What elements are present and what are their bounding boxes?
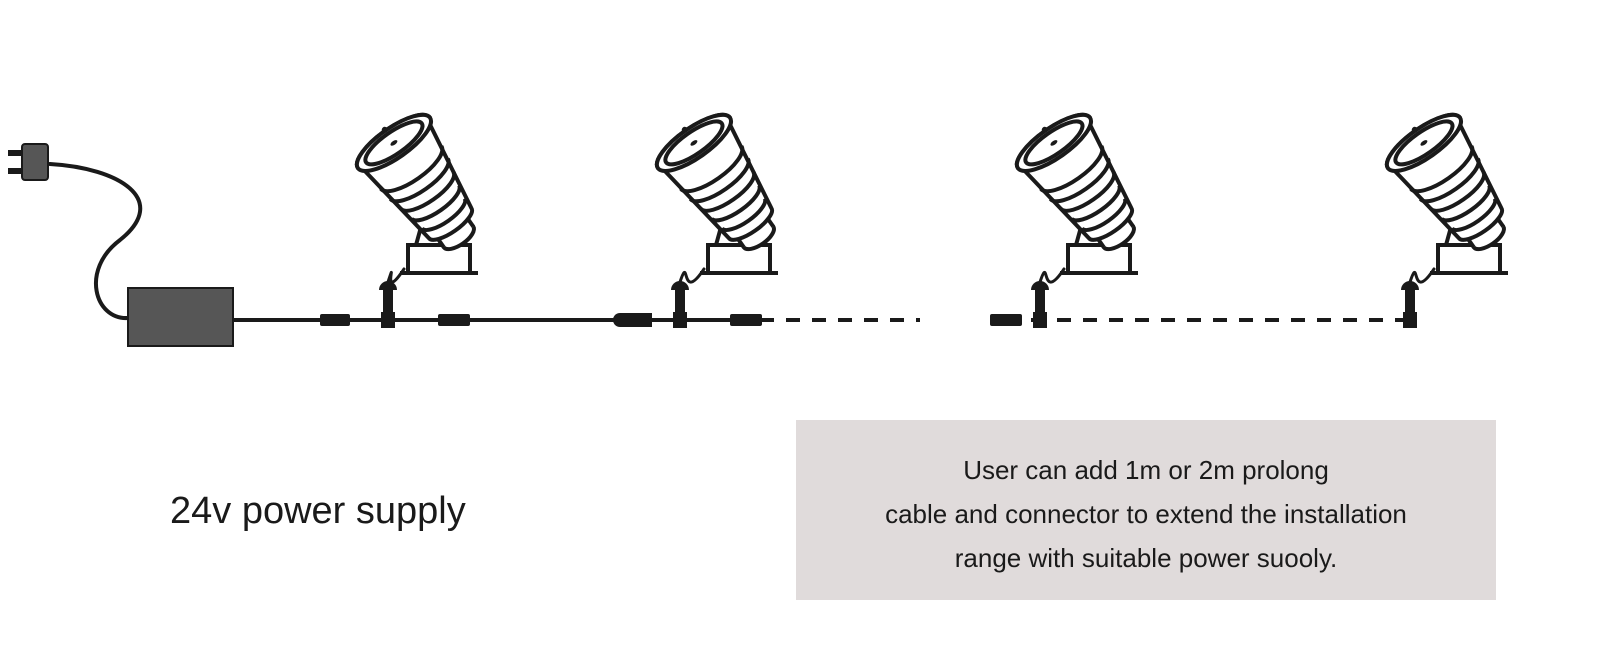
- note-line: cable and connector to extend the instal…: [816, 492, 1476, 536]
- spotlight-cable: [388, 269, 404, 282]
- spotlight-icon: [347, 102, 500, 273]
- spotlight-cable: [1040, 269, 1064, 282]
- diagram-stage: 24v power supply User can add 1m or 2m p…: [0, 0, 1600, 666]
- power-supply-label: 24v power supply: [170, 490, 466, 533]
- spotlight-icon: [1007, 102, 1160, 273]
- note-line: User can add 1m or 2m prolong: [816, 448, 1476, 492]
- wall-plug-icon: [8, 144, 48, 180]
- note-line: range with suitable power suooly.: [816, 536, 1476, 580]
- spotlight-icon: [1377, 102, 1530, 273]
- cable-connector: [320, 314, 350, 326]
- spotlight-cable: [680, 269, 704, 282]
- cable-connector: [613, 313, 652, 327]
- cable-connector: [990, 314, 1022, 326]
- t-connector: [673, 312, 687, 328]
- t-connector: [381, 312, 395, 328]
- t-connector: [1403, 312, 1417, 328]
- power-supply-box: [128, 288, 233, 346]
- t-connector: [1033, 312, 1047, 328]
- spotlight-icon: [647, 102, 800, 273]
- cable-connector: [730, 314, 762, 326]
- extension-note-box: User can add 1m or 2m prolong cable and …: [796, 420, 1496, 600]
- cable-connector: [438, 314, 470, 326]
- plug-cable: [50, 164, 140, 318]
- spotlight-cable: [1410, 269, 1434, 282]
